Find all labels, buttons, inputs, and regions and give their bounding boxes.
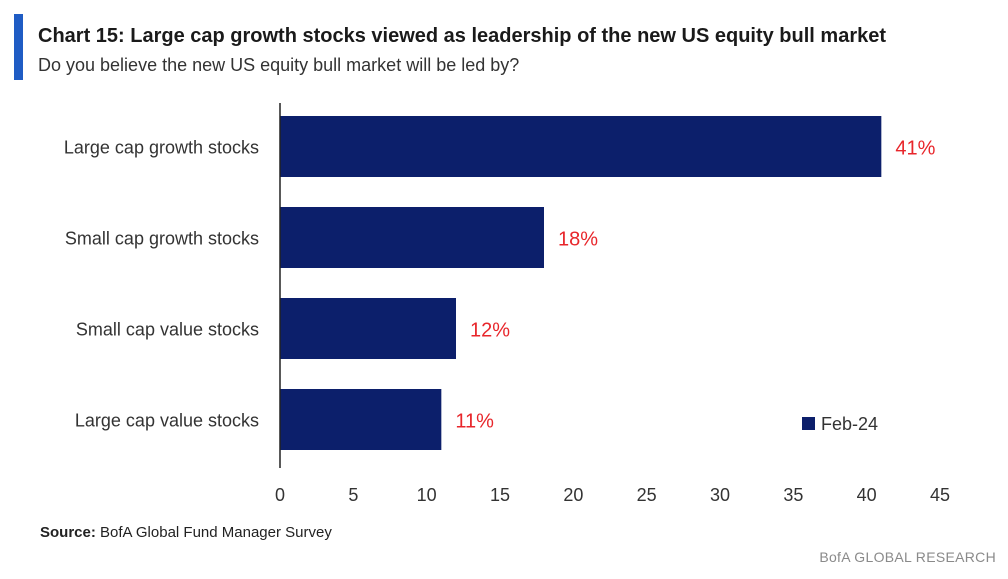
chart-subtitle: Do you believe the new US equity bull ma… bbox=[38, 55, 520, 75]
bar bbox=[280, 207, 544, 268]
x-tick-label: 20 bbox=[563, 485, 583, 505]
data-label: 12% bbox=[470, 320, 510, 342]
category-label: Small cap growth stocks bbox=[65, 229, 259, 249]
bar bbox=[280, 116, 882, 177]
legend-swatch bbox=[802, 417, 815, 430]
x-tick-label: 35 bbox=[783, 485, 803, 505]
x-tick-label: 5 bbox=[348, 485, 358, 505]
bar bbox=[280, 389, 442, 450]
source-label: Source: bbox=[40, 524, 96, 541]
bar bbox=[280, 298, 456, 359]
title-accent-bar bbox=[14, 14, 23, 80]
legend-label: Feb-24 bbox=[821, 414, 878, 434]
x-tick-label: 45 bbox=[930, 485, 950, 505]
category-label: Small cap value stocks bbox=[76, 320, 259, 340]
data-label: 11% bbox=[455, 411, 494, 433]
category-label: Large cap value stocks bbox=[75, 411, 259, 431]
source-text: BofA Global Fund Manager Survey bbox=[100, 524, 332, 541]
chart-title: Chart 15: Large cap growth stocks viewed… bbox=[38, 25, 887, 47]
data-label: 18% bbox=[558, 229, 598, 251]
x-tick-label: 15 bbox=[490, 485, 510, 505]
x-tick-label: 25 bbox=[637, 485, 657, 505]
x-tick-label: 0 bbox=[275, 485, 285, 505]
x-tick-label: 40 bbox=[857, 485, 877, 505]
data-label: 41% bbox=[895, 138, 935, 160]
source-note: Source: BofA Global Fund Manager Survey bbox=[40, 524, 332, 541]
brand-footer: BofA GLOBAL RESEARCH bbox=[819, 549, 996, 565]
category-label: Large cap growth stocks bbox=[64, 138, 259, 158]
x-tick-label: 30 bbox=[710, 485, 730, 505]
x-tick-label: 10 bbox=[417, 485, 437, 505]
